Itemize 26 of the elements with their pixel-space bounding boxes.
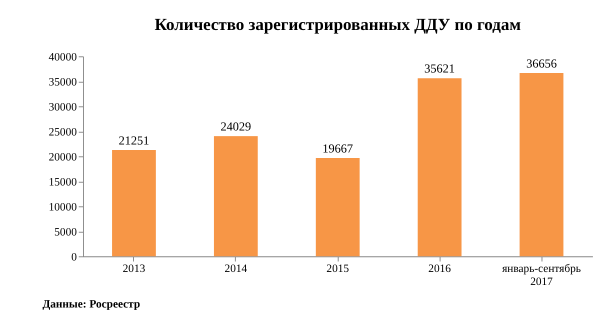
data-label: 21251 (118, 133, 150, 148)
data-label: 35621 (424, 62, 455, 76)
chart-title: Количество зарегистрированных ДДУ по годам (154, 14, 522, 34)
bar (316, 158, 360, 256)
y-tick-label: 0 (71, 252, 78, 264)
data-label: 24029 (220, 120, 252, 134)
y-tick-label: 10000 (48, 202, 78, 214)
x-tick-label: 2016 (428, 262, 452, 275)
y-tick-label: 30000 (48, 102, 78, 114)
y-tick-label: 15000 (48, 176, 78, 189)
x-tick-label: 2013 (122, 262, 146, 275)
x-tick-label: 2014 (224, 262, 248, 275)
bar (214, 136, 258, 256)
y-tick-label: 5000 (54, 226, 78, 239)
y-tick-label: 25000 (48, 126, 78, 139)
bar (520, 73, 564, 256)
bar (112, 150, 156, 256)
y-tick-label: 20000 (48, 152, 78, 164)
data-label: 19667 (322, 141, 354, 156)
data-label: 36656 (526, 56, 557, 70)
x-tick-label: январь-сентябрь 2017 (502, 262, 581, 288)
text: Данные: Росреестр (42, 298, 140, 310)
y-tick-label: 35000 (48, 76, 78, 89)
x-tick-label: 2015 (326, 262, 350, 275)
bar (418, 78, 462, 256)
y-tick-label: 40000 (48, 52, 78, 64)
